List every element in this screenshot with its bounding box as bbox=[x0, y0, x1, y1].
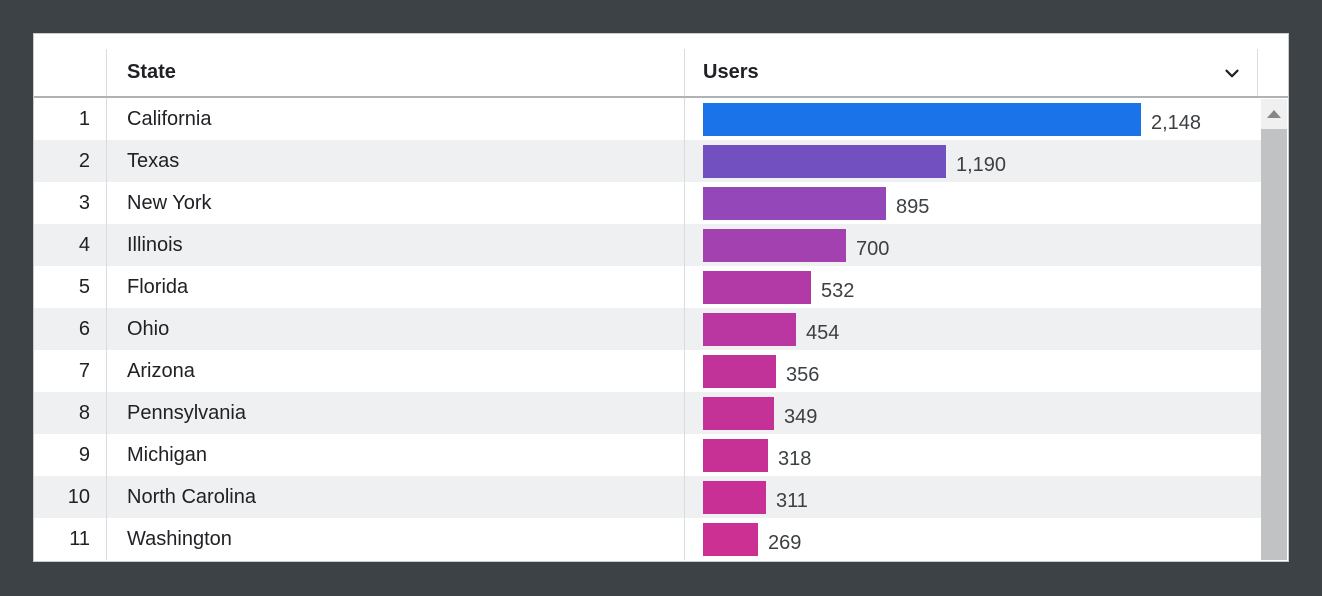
row-rank: 7 bbox=[78, 359, 90, 382]
users-value: 356 bbox=[786, 363, 820, 386]
row-state: Pennsylvania bbox=[106, 392, 684, 434]
users-bar bbox=[703, 186, 886, 220]
users-bar bbox=[703, 144, 946, 178]
column-header-state-label: State bbox=[127, 61, 176, 83]
row-state: Florida bbox=[106, 266, 684, 308]
users-value: 318 bbox=[778, 447, 812, 470]
row-users-cell: 895 bbox=[684, 182, 1261, 224]
row-users-cell: 1,190 bbox=[684, 140, 1261, 182]
row-users-cell: 318 bbox=[684, 434, 1261, 476]
table-row[interactable]: 10 North Carolina 311 bbox=[34, 476, 1261, 518]
row-users-cell: 356 bbox=[684, 350, 1261, 392]
users-value: 532 bbox=[821, 279, 855, 302]
users-value: 2,148 bbox=[1151, 111, 1202, 134]
users-bar bbox=[703, 522, 758, 556]
data-table-card: State Users 1 California 2,148 2 Texas 1… bbox=[33, 33, 1289, 562]
row-rank: 2 bbox=[78, 149, 90, 172]
row-state: North Carolina bbox=[106, 476, 684, 518]
scrollbar[interactable] bbox=[1261, 99, 1287, 560]
row-state: Texas bbox=[106, 140, 684, 182]
users-bar bbox=[703, 228, 846, 262]
triangle-up-icon bbox=[1267, 110, 1281, 118]
users-value: 700 bbox=[856, 237, 890, 260]
column-header-state[interactable]: State bbox=[106, 49, 684, 96]
row-users-cell: 454 bbox=[684, 308, 1261, 350]
users-value: 895 bbox=[896, 195, 930, 218]
row-users-cell: 349 bbox=[684, 392, 1261, 434]
table-row[interactable]: 11 Washington 269 bbox=[34, 518, 1261, 560]
table-row[interactable]: 9 Michigan 318 bbox=[34, 434, 1261, 476]
row-rank: 8 bbox=[78, 401, 90, 424]
users-value: 454 bbox=[806, 321, 840, 344]
users-bar bbox=[703, 312, 796, 346]
row-rank: 10 bbox=[67, 485, 90, 508]
table-row[interactable]: 3 New York 895 bbox=[34, 182, 1261, 224]
table-body: 1 California 2,148 2 Texas 1,190 3 New Y… bbox=[34, 98, 1261, 560]
users-bar bbox=[703, 354, 776, 388]
row-users-cell: 532 bbox=[684, 266, 1261, 308]
row-rank: 4 bbox=[78, 233, 90, 256]
chevron-down-icon[interactable] bbox=[1221, 62, 1243, 84]
scrollbar-thumb[interactable] bbox=[1261, 129, 1287, 560]
row-users-cell: 269 bbox=[684, 518, 1261, 560]
users-bar bbox=[703, 480, 766, 514]
table-row[interactable]: 8 Pennsylvania 349 bbox=[34, 392, 1261, 434]
row-rank: 3 bbox=[78, 191, 90, 214]
table-row[interactable]: 1 California 2,148 bbox=[34, 98, 1261, 140]
row-users-cell: 311 bbox=[684, 476, 1261, 518]
column-header-rank bbox=[34, 49, 106, 96]
table-row[interactable]: 6 Ohio 454 bbox=[34, 308, 1261, 350]
users-bar bbox=[703, 438, 768, 472]
users-bar bbox=[703, 396, 774, 430]
users-value: 1,190 bbox=[956, 153, 1007, 176]
table-header: State Users bbox=[34, 49, 1288, 98]
table-row[interactable]: 4 Illinois 700 bbox=[34, 224, 1261, 266]
row-users-cell: 700 bbox=[684, 224, 1261, 266]
users-value: 269 bbox=[768, 531, 802, 554]
table-row[interactable]: 5 Florida 532 bbox=[34, 266, 1261, 308]
row-state: Michigan bbox=[106, 434, 684, 476]
row-state: Washington bbox=[106, 518, 684, 560]
users-bar bbox=[703, 270, 811, 304]
row-state: Ohio bbox=[106, 308, 684, 350]
row-rank: 6 bbox=[78, 317, 90, 340]
row-rank: 11 bbox=[69, 527, 90, 550]
row-state: California bbox=[106, 98, 684, 140]
scroll-up-button[interactable] bbox=[1261, 99, 1287, 129]
table-row[interactable]: 2 Texas 1,190 bbox=[34, 140, 1261, 182]
row-rank: 1 bbox=[78, 107, 90, 130]
users-bar bbox=[703, 102, 1141, 136]
row-state: Illinois bbox=[106, 224, 684, 266]
users-value: 349 bbox=[784, 405, 818, 428]
column-header-users-label: Users bbox=[703, 61, 759, 83]
table-row[interactable]: 7 Arizona 356 bbox=[34, 350, 1261, 392]
row-state: Arizona bbox=[106, 350, 684, 392]
row-rank: 9 bbox=[78, 443, 90, 466]
row-users-cell: 2,148 bbox=[684, 98, 1261, 140]
row-state: New York bbox=[106, 182, 684, 224]
column-header-users[interactable]: Users bbox=[684, 49, 1257, 96]
users-value: 311 bbox=[776, 489, 808, 512]
row-rank: 5 bbox=[78, 275, 90, 298]
